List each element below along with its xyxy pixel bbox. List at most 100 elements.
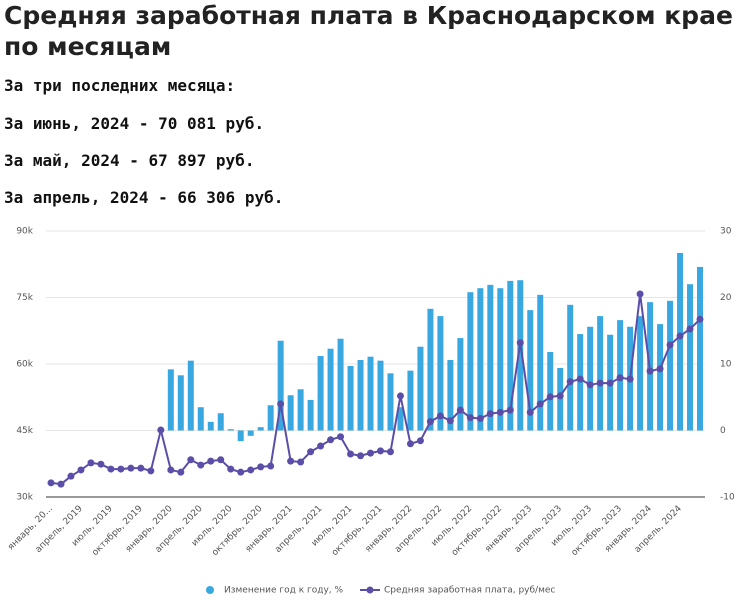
point [686, 325, 694, 333]
bar [467, 292, 474, 431]
y-tick-label: 30k [16, 493, 33, 503]
bar [537, 294, 544, 431]
point [327, 436, 335, 444]
bar [657, 324, 664, 431]
point [476, 415, 484, 423]
bar [457, 338, 464, 431]
point [207, 457, 215, 465]
point [486, 410, 494, 418]
bar [397, 407, 404, 431]
point [277, 400, 285, 408]
point [616, 374, 624, 382]
point [47, 479, 55, 487]
bar [297, 389, 304, 431]
bar [177, 375, 184, 431]
text-line: За три последних месяца: [4, 76, 236, 95]
y2-tick-label: 0 [720, 426, 726, 436]
bar [487, 284, 494, 431]
bar [207, 421, 214, 431]
point [167, 466, 175, 474]
bar [237, 430, 244, 442]
bar [597, 316, 604, 431]
bar [547, 352, 554, 431]
point [576, 375, 584, 383]
point [446, 417, 454, 425]
point [586, 381, 594, 389]
point [147, 467, 155, 475]
point [646, 367, 654, 375]
point [57, 480, 65, 488]
y-tick-label: 75k [16, 293, 33, 303]
point [77, 466, 85, 474]
y2-tick-label: 10 [720, 360, 732, 370]
bar [347, 365, 354, 431]
legend-marker [366, 586, 374, 594]
bar [377, 360, 384, 431]
point [107, 465, 115, 473]
bar [527, 310, 534, 431]
legend-label: Изменение год к году, % [224, 586, 344, 596]
bar [287, 395, 294, 431]
bar [217, 413, 224, 431]
point [466, 414, 474, 422]
point [137, 464, 145, 472]
bar [387, 373, 394, 431]
y-tick-label: 45k [16, 426, 33, 436]
point [396, 392, 404, 400]
bar [337, 338, 344, 431]
bar [327, 348, 334, 431]
legend-label: Средняя заработная плата, руб/мес [384, 586, 555, 596]
bar [637, 316, 644, 431]
point [267, 462, 275, 470]
bar [197, 407, 204, 431]
point [696, 315, 704, 323]
point [536, 400, 544, 408]
bar [677, 252, 684, 431]
bar [267, 405, 274, 431]
bar [507, 280, 514, 431]
bar [407, 370, 414, 431]
point [546, 393, 554, 401]
point [596, 379, 604, 387]
point [496, 408, 504, 416]
point [297, 458, 305, 466]
point [187, 456, 195, 464]
point [287, 457, 295, 465]
point [506, 406, 514, 414]
bar [357, 360, 364, 431]
text-line: За апрель, 2024 - 66 306 руб. [4, 188, 284, 207]
point [347, 450, 355, 458]
point [127, 464, 135, 472]
bar [427, 308, 434, 431]
bar [257, 427, 264, 431]
y-tick-label: 60k [16, 360, 33, 370]
point [676, 332, 684, 340]
bar [517, 280, 524, 431]
title: Средняя заработная плата в Краснодарском… [4, 1, 733, 61]
y2-tick-label: -10 [720, 493, 735, 503]
point [456, 406, 464, 414]
point [386, 448, 394, 456]
bar [317, 356, 324, 431]
bar [497, 288, 504, 431]
bar [417, 346, 424, 431]
point [666, 341, 674, 349]
bar [447, 360, 454, 431]
text-line: За май, 2024 - 67 897 руб. [4, 151, 255, 170]
point [357, 452, 365, 460]
point [556, 392, 564, 400]
bar [567, 304, 574, 431]
y2-tick-label: 30 [720, 227, 732, 237]
bar [477, 288, 484, 431]
bar [587, 326, 594, 431]
point [426, 418, 434, 426]
point [157, 426, 165, 434]
point [626, 375, 634, 383]
text-line: За июнь, 2024 - 70 081 руб. [4, 114, 265, 133]
point [67, 472, 75, 480]
point [247, 466, 255, 474]
point [656, 365, 664, 373]
point [317, 442, 325, 450]
